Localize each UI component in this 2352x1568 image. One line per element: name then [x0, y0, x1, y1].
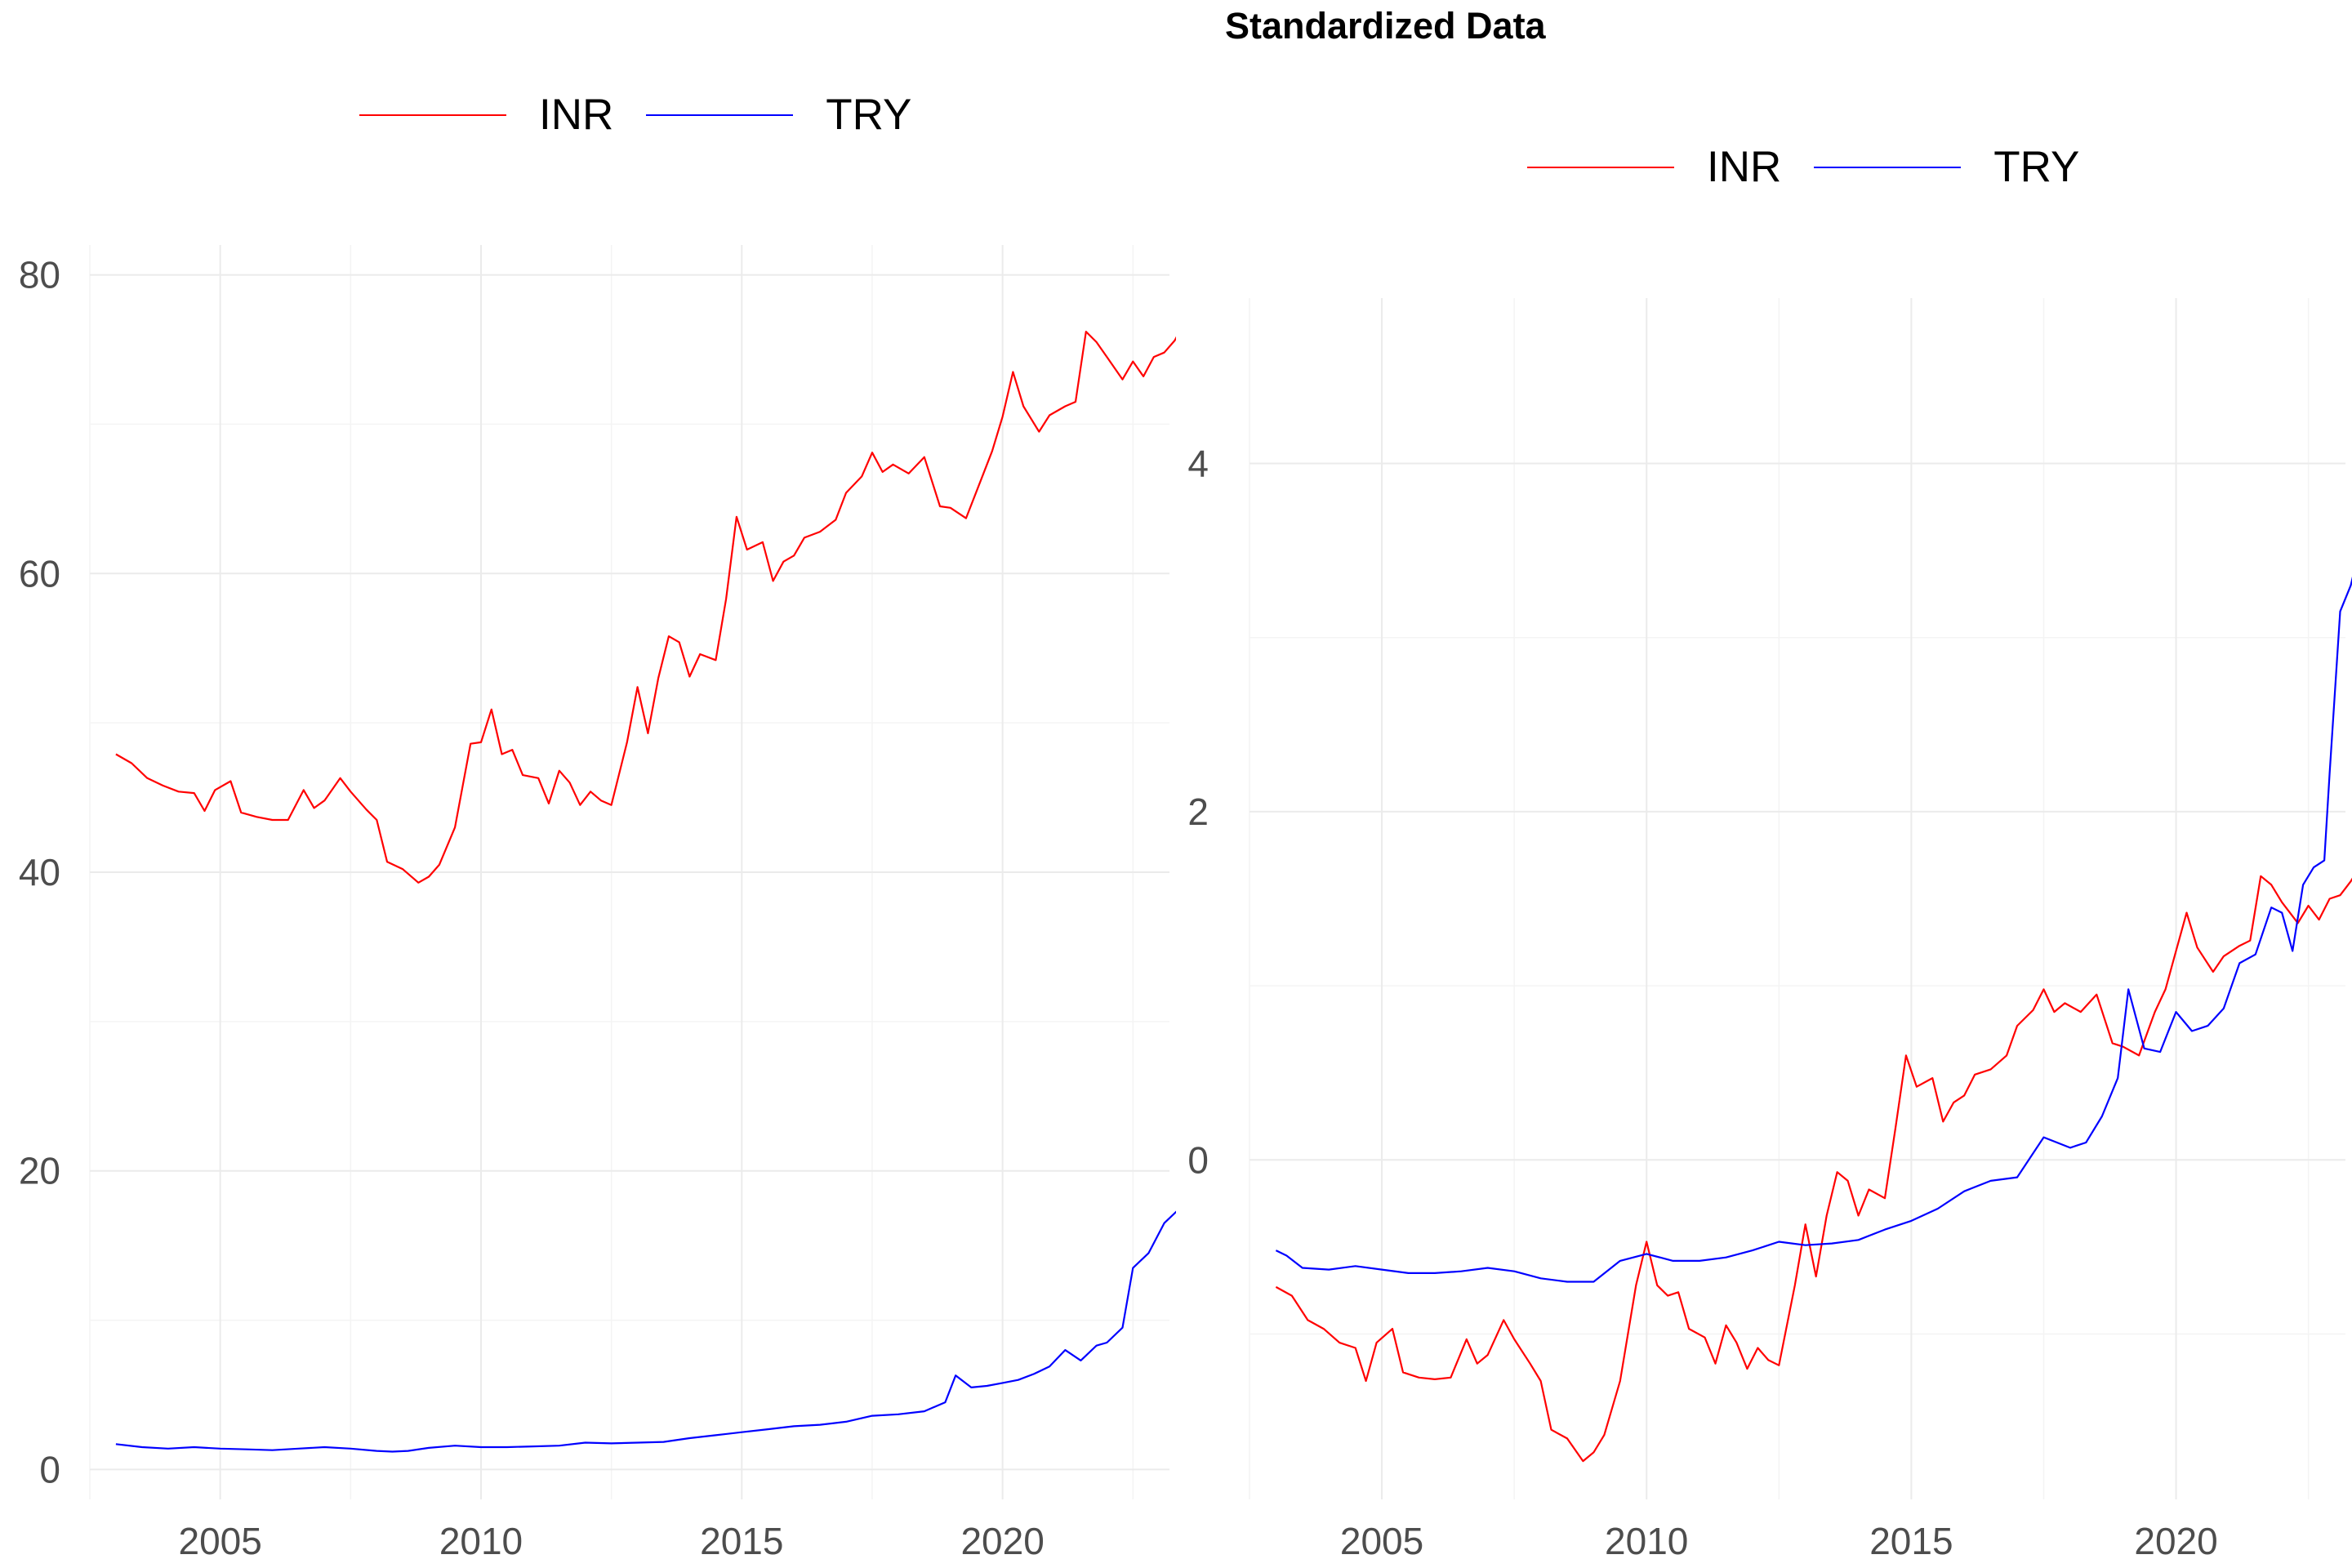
grid: [1249, 298, 2345, 1499]
x-tick-label: 2020: [2134, 1520, 2217, 1562]
y-tick-label: 0: [39, 1448, 60, 1490]
legend-left: INR TRY: [359, 90, 944, 140]
x-tick-label: 2020: [960, 1520, 1044, 1562]
standardized-data-chart: 2005 2010 2015 2020 0 2 4: [1187, 298, 2352, 1562]
legend-label-try: TRY: [826, 91, 912, 139]
raw-data-chart: 2005 2010 2015 2020 0 20 40 60 80: [19, 245, 1176, 1562]
x-tick-label: 2005: [1340, 1520, 1423, 1562]
legend-swatch-inr: [359, 114, 506, 116]
legend-item-inr: INR: [1527, 142, 1781, 192]
legend-swatch-try: [646, 114, 794, 116]
series-line-inr: [1275, 875, 2352, 1463]
series-line-try: [115, 1210, 1176, 1453]
y-tick-label: 0: [1187, 1138, 1209, 1181]
x-tick-label: 2010: [1605, 1520, 1688, 1562]
legend-label-inr: INR: [539, 91, 614, 139]
y-tick-label: 2: [1187, 791, 1209, 833]
y-tick-label: 40: [19, 851, 60, 893]
y-tick-label: 60: [19, 552, 60, 595]
legend-item-try: TRY: [1814, 142, 2079, 192]
series-line-inr: [115, 331, 1176, 884]
legend-swatch-inr: [1527, 166, 1674, 168]
x-tick-label: 2005: [178, 1520, 261, 1562]
page-title: Standardized Data: [1225, 5, 1546, 47]
legend-swatch-try: [1814, 166, 1962, 168]
legend-item-try: TRY: [646, 90, 911, 140]
x-tick-label: 2010: [439, 1520, 523, 1562]
legend-label-try: TRY: [1993, 143, 2080, 191]
legend-item-inr: INR: [359, 90, 613, 140]
legend-label-inr: INR: [1707, 143, 1782, 191]
x-tick-label: 2015: [700, 1520, 783, 1562]
y-tick-label: 80: [19, 254, 60, 296]
legend-right: INR TRY: [1527, 142, 2112, 192]
y-tick-label: 4: [1187, 443, 1209, 485]
series-line-try: [1275, 576, 2352, 1283]
y-tick-label: 20: [19, 1150, 60, 1192]
x-tick-label: 2015: [1869, 1520, 1953, 1562]
grid: [89, 245, 1169, 1499]
